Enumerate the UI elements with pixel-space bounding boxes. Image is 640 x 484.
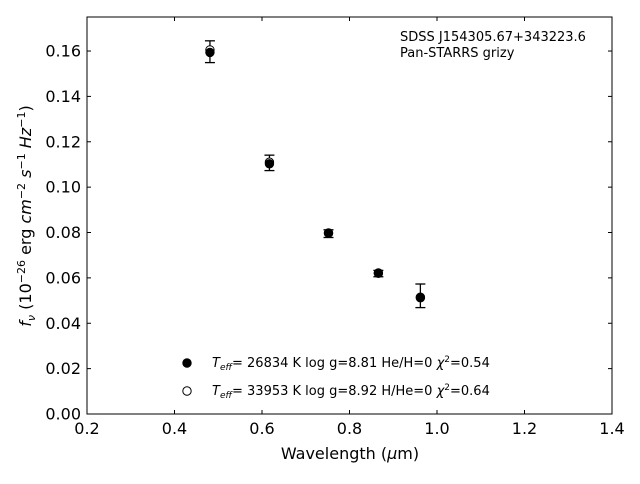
legend-label-2: Teff= 33953 K log g=8.92 H/He=0 χ2=0.64 — [212, 383, 490, 401]
y-tick-label: 0.02 — [45, 359, 81, 378]
legend-marker-filled — [182, 358, 192, 368]
y-tick-label: 0.08 — [45, 223, 81, 242]
x-tick-label: 0.6 — [249, 419, 274, 438]
annotation-survey: Pan-STARRS grizy — [400, 46, 515, 61]
x-tick-label: 1.0 — [424, 419, 449, 438]
x-axis: 0.2 0.4 0.6 0.8 1.0 1.2 1.4 — [74, 17, 625, 438]
x-tick-label: 0.2 — [74, 419, 99, 438]
y-axis-label: fν (10−26 erg cm−2 s−1 Hz−1) — [15, 105, 38, 326]
model-point-filled — [415, 292, 426, 302]
x-tick-label: 1.2 — [512, 419, 537, 438]
model-point-filled — [264, 159, 275, 169]
plot-frame — [86, 16, 613, 415]
y-tick-label: 0.16 — [45, 42, 81, 61]
y-axis: 0.00 0.02 0.04 0.06 0.08 0.10 0.12 0.14 0.16 — [45, 42, 612, 424]
y-tick-label: 0.00 — [45, 405, 81, 424]
y-tick-label: 0.10 — [45, 178, 81, 197]
legend-marker-open — [182, 386, 192, 396]
x-tick-label: 0.4 — [162, 419, 187, 438]
y-tick-label: 0.06 — [45, 268, 81, 287]
error-bars — [204, 40, 426, 309]
legend: Teff= 26834 K log g=8.81 He/H=0 χ2=0.54 … — [182, 355, 490, 401]
legend-label-1: Teff= 26834 K log g=8.81 He/H=0 χ2=0.54 — [212, 355, 490, 373]
model-point-filled — [323, 228, 334, 238]
model-point-filled — [205, 47, 215, 58]
y-tick-label: 0.14 — [45, 87, 81, 106]
y-tick-label: 0.12 — [45, 132, 81, 151]
data-markers — [205, 45, 426, 303]
x-axis-label: Wavelength (μm) — [281, 444, 419, 463]
x-tick-label: 1.4 — [599, 419, 624, 438]
x-tick-label: 0.8 — [337, 419, 362, 438]
annotation-object: SDSS J154305.67+343223.6 — [400, 30, 586, 45]
model-point-filled — [373, 268, 384, 279]
y-tick-label: 0.04 — [45, 314, 81, 333]
